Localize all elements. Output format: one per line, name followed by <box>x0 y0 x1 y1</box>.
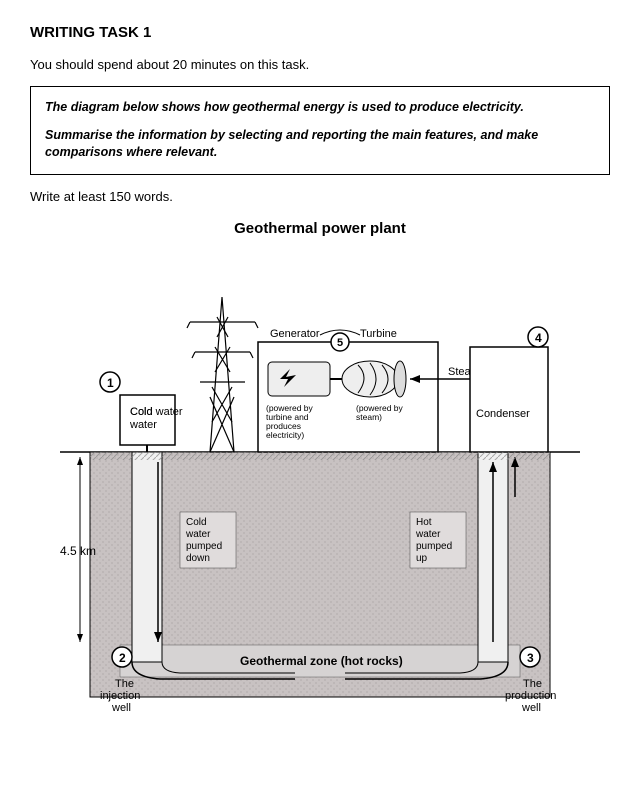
diagram-title: Geothermal power plant <box>30 220 610 237</box>
turbine-label: Turbine <box>360 328 397 340</box>
condenser-label: Condenser <box>476 408 530 420</box>
geothermal-diagram: Geothermal zone (hot rocks) 4.5 km Cold … <box>30 247 610 717</box>
geothermal-zone-label: Geothermal zone (hot rocks) <box>240 654 403 668</box>
step-5-badge: 5 <box>337 337 343 349</box>
task-prompt-box: The diagram below shows how geothermal e… <box>30 86 610 175</box>
turbine-icon <box>342 361 406 397</box>
depth-label: 4.5 km <box>60 544 96 558</box>
task-title: WRITING TASK 1 <box>30 24 610 41</box>
step-3-badge: 3 <box>527 651 534 665</box>
prompt-line-2: Summarise the information by selecting a… <box>45 127 595 162</box>
time-note: You should spend about 20 minutes on thi… <box>30 57 610 72</box>
generator-label: Generator <box>270 328 320 340</box>
step-1-badge: 1 <box>107 376 114 390</box>
word-count-note: Write at least 150 words. <box>30 189 610 204</box>
step-4-badge: 4 <box>535 331 542 345</box>
prompt-line-1: The diagram below shows how geothermal e… <box>45 99 595 117</box>
step-2-badge: 2 <box>119 651 126 665</box>
